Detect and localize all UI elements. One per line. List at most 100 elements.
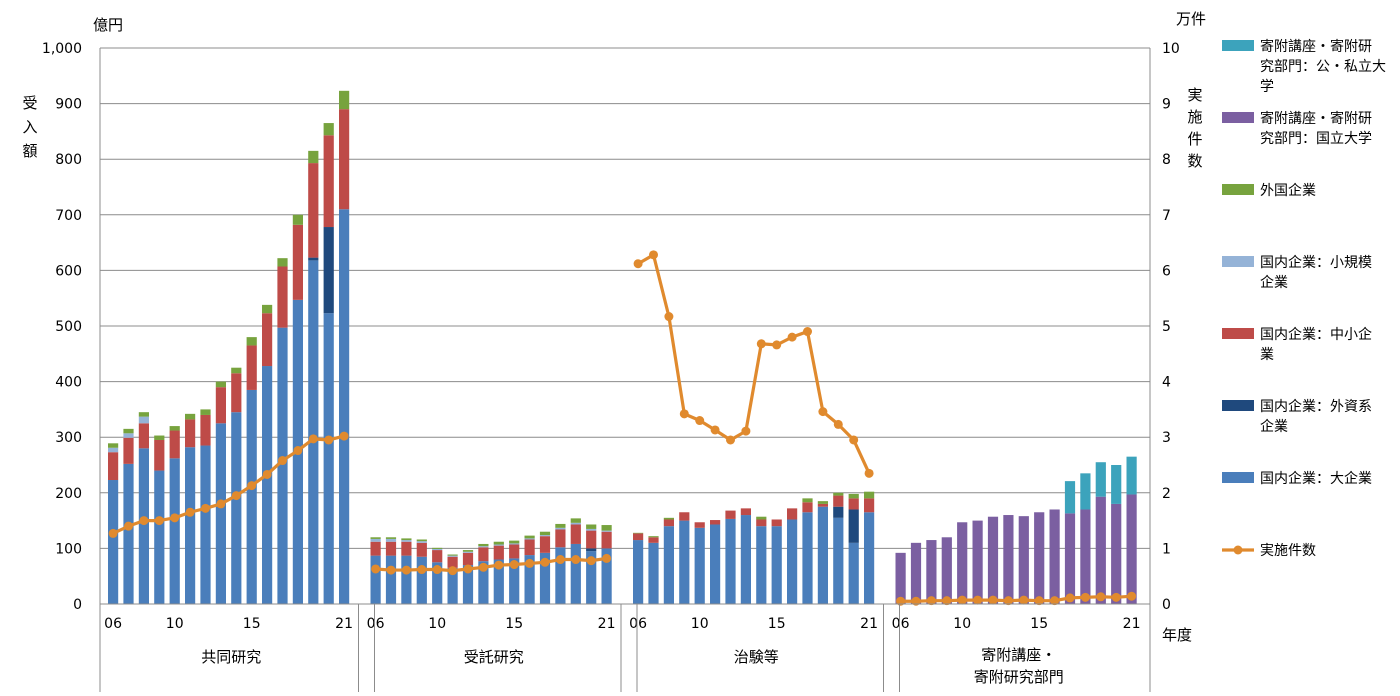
left-unit-label: 億円 [93, 16, 123, 34]
count-point [988, 595, 998, 605]
y-tick-label: 800 [55, 152, 82, 168]
count-point [139, 516, 149, 526]
right-axis-title-char: 件 [1187, 130, 1202, 148]
bar-segment-sme [154, 439, 165, 471]
count-point [695, 416, 705, 426]
bar-segment-small [447, 555, 458, 557]
right-axis-title-char: 施 [1187, 108, 1202, 126]
x-tick-label: 06 [367, 616, 385, 632]
bar-segment-small [539, 535, 551, 537]
bar-segment-large [586, 551, 597, 604]
count-point [401, 565, 411, 575]
bar-segment-sme [586, 530, 597, 549]
count-point [911, 596, 921, 606]
bar-segment-large [478, 561, 489, 604]
x-tick-label: 15 [505, 616, 523, 632]
count-point [308, 434, 318, 444]
y2-tick-label: 0 [1162, 597, 1171, 613]
count-point [371, 564, 381, 574]
bar-segment-foreign [539, 531, 551, 536]
count-point [664, 312, 674, 322]
bar-segment-sme [478, 547, 489, 562]
bar-segment-foreign [154, 435, 165, 440]
bar-segment-large [787, 519, 798, 604]
bar-segment-sme [601, 531, 612, 549]
bar-segment-sme [509, 544, 520, 559]
bar-segment-large [447, 567, 458, 604]
count-point [1050, 596, 1060, 606]
count-point [478, 562, 488, 572]
bar-segment-sme [787, 508, 798, 520]
count-point [124, 521, 133, 531]
bar-segment-large [833, 517, 844, 604]
y-tick-label: 700 [55, 208, 82, 224]
bar-segment-sme [231, 373, 242, 413]
bar-segment-donated_national [895, 552, 906, 604]
count-series-4 [896, 591, 1137, 606]
count-point [417, 565, 427, 575]
bar-segment-small [385, 538, 397, 542]
y2-tick-label: 10 [1162, 41, 1180, 57]
left-axis-title-char: 入 [22, 118, 37, 136]
group-label: 共同研究 [201, 648, 261, 666]
count-point [849, 435, 859, 445]
count-point [710, 425, 720, 435]
bar-segment-foreign_capital [848, 509, 859, 543]
bar-segment-sme [802, 502, 813, 513]
left-axis-title: 受入額 [22, 94, 37, 160]
right-axis-title: 実施件数 [1187, 86, 1202, 170]
bar-segment-foreign [864, 491, 875, 499]
bar-segment-sme [215, 387, 226, 424]
bar-segment-sme [710, 520, 721, 525]
bar-segment-foreign [169, 426, 180, 431]
y2-tick-label: 8 [1162, 152, 1171, 168]
x-tick-label: 15 [1030, 616, 1048, 632]
left-axis-title-char: 受 [22, 94, 37, 112]
bar-segment-sme [246, 345, 257, 390]
count-line [112, 434, 345, 535]
bar-group-1 [108, 90, 350, 605]
bar-segment-small [401, 540, 412, 542]
bar-segment-small [478, 546, 489, 548]
bar-segment-large [462, 565, 474, 604]
count-point [216, 499, 226, 509]
bar-segment-small [462, 551, 474, 553]
x-tick-label: 10 [953, 616, 971, 632]
legend-item-count: 実施件数 [1222, 543, 1316, 559]
x-tick-label: 15 [243, 616, 261, 632]
count-point [463, 564, 473, 574]
y-tick-label: 100 [55, 541, 82, 557]
count-point [864, 468, 874, 478]
bar-segment-large [802, 512, 813, 604]
y2-tick-label: 9 [1162, 97, 1171, 113]
x-tick-label: 10 [691, 616, 709, 632]
legend-point-swatch [1233, 545, 1243, 555]
bar-segment-large [864, 512, 875, 604]
count-point [679, 409, 689, 419]
legend-item-foreign: 外国企業 [1222, 182, 1316, 199]
legend-item-donated_national: 寄附講座・寄附研究部門：国立大学 [1222, 110, 1372, 147]
bar-segment-foreign [493, 541, 504, 545]
legend: 寄附講座・寄附研究部門：公・私立大学寄附講座・寄附研究部門：国立大学外国企業国内… [1222, 38, 1386, 559]
bar-segment-sme [200, 414, 211, 446]
bar-segment-foreign [478, 543, 489, 547]
bar-segment-large [633, 540, 644, 604]
count-point [293, 446, 303, 456]
bar-segment-large [323, 313, 334, 604]
bar-segment-large [231, 412, 242, 604]
bar-group-4 [895, 456, 1137, 604]
bar-segment-foreign [663, 517, 674, 520]
bar-segment-foreign [123, 428, 134, 434]
bar-segment-sme [663, 519, 674, 527]
x-tick-label: 06 [629, 616, 647, 632]
bar-segment-donated_public_private [1080, 473, 1091, 510]
count-point [262, 469, 272, 479]
legend-swatch [1222, 184, 1254, 195]
bar-segment-sme [185, 419, 196, 448]
x-tick-label: 21 [335, 616, 353, 632]
bar-segment-foreign [432, 547, 443, 549]
bar-segment-large [817, 506, 828, 604]
group-label: 受託研究 [464, 648, 524, 666]
